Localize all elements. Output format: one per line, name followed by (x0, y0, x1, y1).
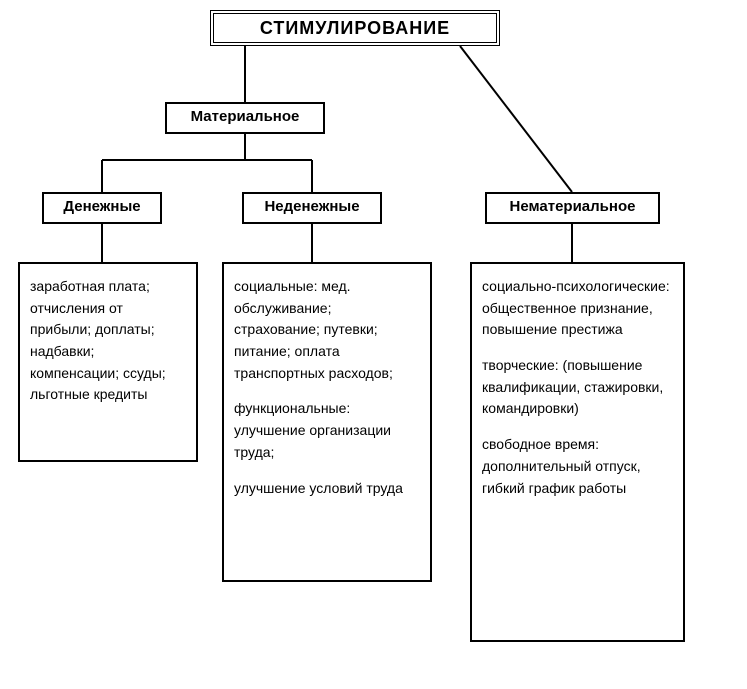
nonmonetary-node: Неденежные (242, 192, 382, 224)
content-paragraph: улучшение условий труда (234, 478, 420, 500)
nonmaterial-node: Нематериальное (485, 192, 660, 224)
content-paragraph: творческие: (повышение квалификации, ста… (482, 355, 673, 420)
nonmonetary-content: социальные: мед. обслуживание; страхован… (222, 262, 432, 582)
nonmaterial-content: социально-психологические: общественное … (470, 262, 685, 642)
content-paragraph: функциональные: улучшение организации тр… (234, 398, 420, 463)
monetary-label: Денежные (63, 198, 140, 215)
content-paragraph: заработная плата; отчисления от прибыли;… (30, 276, 186, 406)
nonmonetary-label: Неденежные (264, 198, 359, 215)
content-paragraph: свободное время: дополнительный отпуск, … (482, 434, 673, 499)
material-node: Материальное (165, 102, 325, 134)
root-node: СТИМУЛИРОВАНИЕ (210, 10, 500, 46)
monetary-node: Денежные (42, 192, 162, 224)
material-label: Материальное (191, 108, 300, 125)
content-paragraph: социальные: мед. обслуживание; страхован… (234, 276, 420, 384)
content-paragraph: социально-психологические: общественное … (482, 276, 673, 341)
monetary-content: заработная плата; отчисления от прибыли;… (18, 262, 198, 462)
nonmaterial-label: Нематериальное (510, 198, 636, 215)
root-label: СТИМУЛИРОВАНИЕ (260, 18, 450, 38)
